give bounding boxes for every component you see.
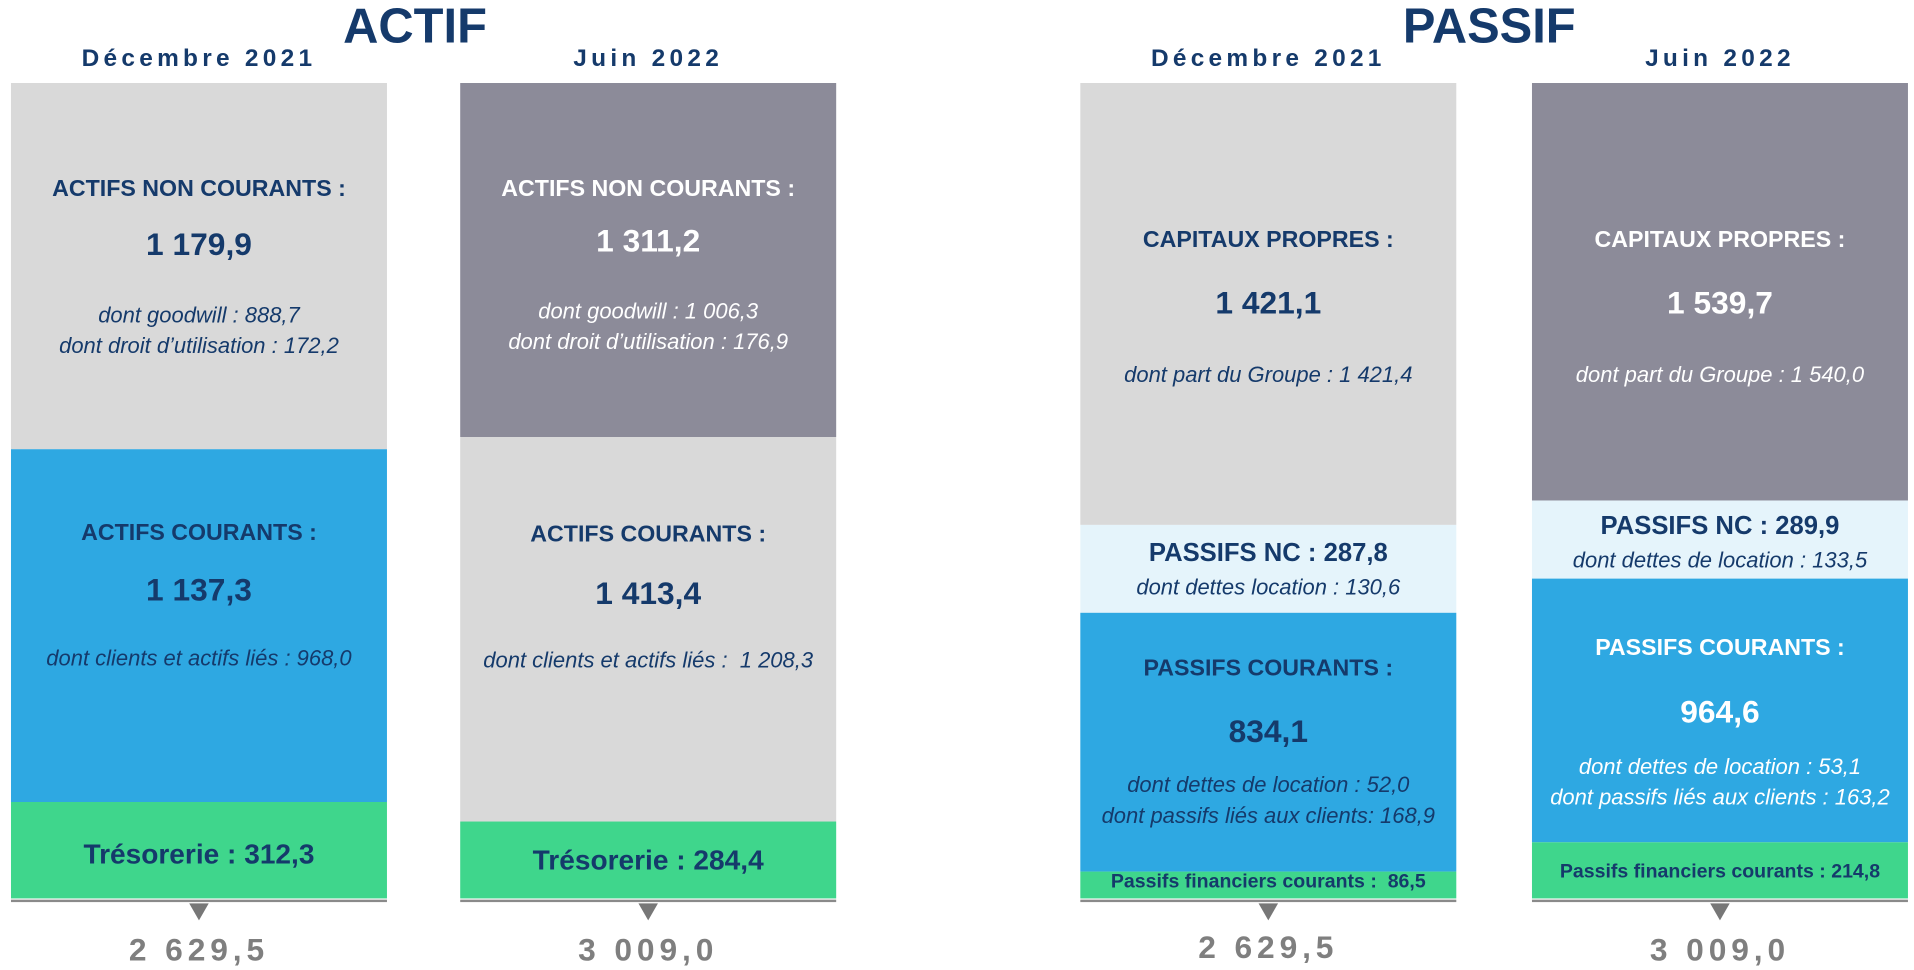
block: [10, 449, 387, 802]
block: [1080, 83, 1457, 525]
block-value: 1 179,9: [146, 225, 252, 263]
block-label: ACTIFS COURANTS :: [530, 521, 767, 548]
block-value: 1 413,4: [595, 574, 702, 612]
section-title: PASSIF: [1402, 0, 1576, 54]
block-label: ACTIFS COURANTS :: [81, 520, 317, 547]
block-detail: dont goodwill : 888,7: [98, 302, 300, 328]
block-detail: dont dettes de location : 133,5: [1572, 548, 1868, 573]
block: [460, 821, 837, 899]
block-label: ACTIFS NON COURANTS :: [501, 176, 796, 203]
block: [10, 801, 387, 899]
block-value: 834,1: [1228, 712, 1309, 750]
arrow: [638, 903, 658, 921]
block-label: ACTIFS NON COURANTS :: [52, 176, 346, 203]
block-label: CAPITAUX PROPRES :: [1142, 227, 1394, 254]
block-label: CAPITAUX PROPRES :: [1594, 227, 1846, 254]
block-detail: dont dettes de location : 52,0: [1127, 772, 1410, 798]
arrow: [1258, 903, 1279, 921]
block: [460, 437, 837, 822]
block: [1080, 612, 1457, 872]
block-value: 1 421,1: [1215, 284, 1322, 322]
block-detail: dont passifs liés aux clients: 168,9: [1101, 803, 1436, 828]
section-title: ACTIF: [343, 0, 487, 54]
base-line: [1531, 899, 1908, 903]
block-detail: dont passifs liés aux clients : 163,2: [1550, 784, 1890, 810]
block-value: 1 539,7: [1667, 284, 1773, 322]
block-detail: dont part du Groupe : 1 421,4: [1124, 362, 1413, 387]
block: [1531, 500, 1908, 579]
total: 3 009,0: [578, 931, 719, 969]
block-value: 964,6: [1680, 693, 1760, 730]
block-detail: dont droit d’utilisation : 176,9: [508, 329, 789, 355]
block-detail: dont droit d’utilisation : 172,2: [59, 333, 339, 358]
block-label: PASSIFS NC : 289,9: [1600, 512, 1840, 541]
block-detail: dont clients et actifs liés : 1 208,3: [483, 648, 814, 673]
block-detail: dont dettes de location : 53,1: [1578, 754, 1862, 779]
block-detail: dont clients et actifs liés : 968,0: [46, 645, 352, 671]
base-line: [1080, 899, 1457, 903]
arrow: [189, 903, 209, 921]
block-label: Trésorerie : 284,4: [532, 844, 764, 876]
block-detail: dont part du Groupe : 1 540,0: [1575, 362, 1865, 387]
period-header: Décembre 2021: [1150, 45, 1386, 73]
block-value: 1 311,2: [596, 222, 701, 259]
block-label: PASSIFS COURANTS :: [1143, 656, 1394, 682]
block-label: Trésorerie : 312,3: [83, 838, 315, 870]
block-detail: dont goodwill : 1 006,3: [538, 299, 759, 324]
block: [1531, 578, 1908, 843]
block-detail: dont dettes location : 130,6: [1136, 574, 1401, 600]
block: [1080, 871, 1457, 899]
period-header: Décembre 2021: [81, 45, 317, 73]
block: [1080, 524, 1457, 613]
base-line: [460, 899, 837, 903]
total: 2 629,5: [128, 931, 270, 969]
period-header: Juin 2022: [1645, 45, 1795, 73]
block-label: PASSIFS COURANTS :: [1595, 635, 1845, 662]
block: [10, 83, 387, 450]
block: [460, 83, 837, 438]
block-label: PASSIFS NC : 287,8: [1148, 538, 1388, 568]
total: 2 629,5: [1198, 928, 1339, 966]
block-value: 1 137,3: [146, 571, 252, 608]
block: [1531, 83, 1908, 501]
block-label: Passifs financiers courants : 214,8: [1559, 861, 1881, 883]
total: 3 009,0: [1649, 931, 1791, 969]
period-header: Juin 2022: [573, 45, 724, 73]
base-line: [10, 899, 387, 903]
block: [1531, 842, 1908, 899]
block-label: Passifs financiers courants : 86,5: [1110, 871, 1426, 893]
arrow: [1710, 903, 1730, 921]
